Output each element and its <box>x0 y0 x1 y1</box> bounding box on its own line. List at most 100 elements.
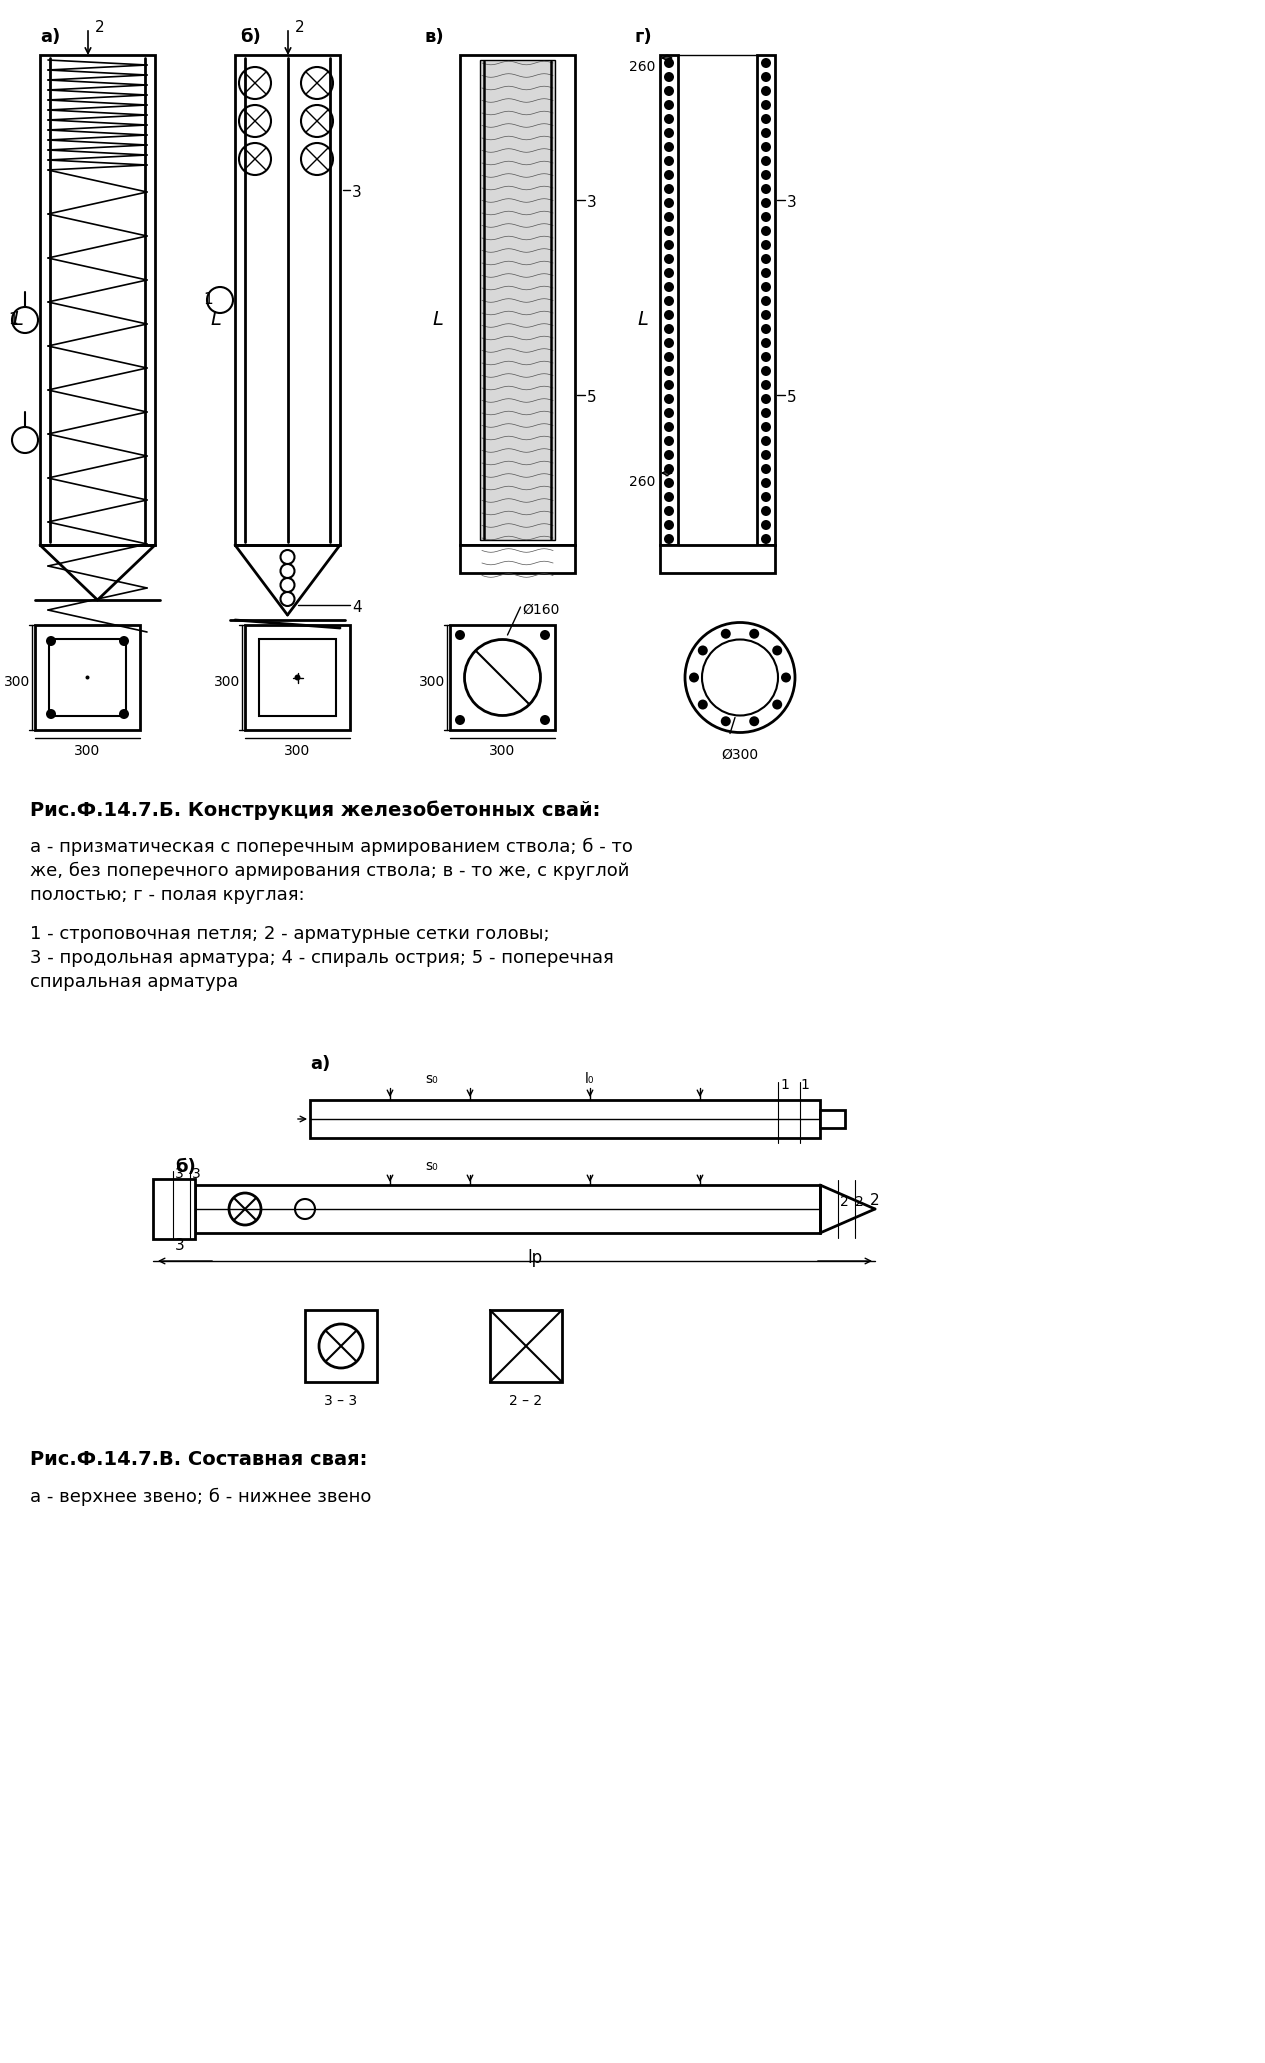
Text: 2: 2 <box>295 21 305 35</box>
Bar <box>490 1310 562 1382</box>
Text: 3: 3 <box>352 186 362 200</box>
Bar <box>305 1310 377 1382</box>
Circle shape <box>721 716 731 726</box>
Bar <box>195 1184 820 1234</box>
Text: а): а) <box>40 29 61 45</box>
Circle shape <box>664 380 674 390</box>
Circle shape <box>455 716 466 724</box>
Text: 300: 300 <box>214 675 240 689</box>
Circle shape <box>762 534 770 545</box>
Circle shape <box>762 198 770 208</box>
Text: 5: 5 <box>587 390 597 404</box>
Circle shape <box>762 408 770 419</box>
Circle shape <box>781 673 791 683</box>
Text: Рис.Ф.14.7.Б. Конструкция железобетонных свай:: Рис.Ф.14.7.Б. Конструкция железобетонных… <box>30 800 601 819</box>
Circle shape <box>664 435 674 446</box>
Circle shape <box>762 72 770 83</box>
Circle shape <box>762 423 770 431</box>
Text: 3: 3 <box>175 1238 185 1252</box>
Bar <box>479 60 555 541</box>
Circle shape <box>762 268 770 279</box>
Text: Ø300: Ø300 <box>721 747 759 761</box>
Circle shape <box>664 99 674 109</box>
Circle shape <box>721 629 731 640</box>
Circle shape <box>762 505 770 516</box>
Text: 4: 4 <box>352 600 362 615</box>
Circle shape <box>46 635 56 646</box>
Circle shape <box>762 394 770 404</box>
Circle shape <box>664 142 674 153</box>
Circle shape <box>664 353 674 361</box>
Text: 2: 2 <box>840 1194 849 1209</box>
Text: s₀: s₀ <box>425 1159 438 1174</box>
Circle shape <box>762 324 770 334</box>
Circle shape <box>664 505 674 516</box>
Circle shape <box>762 365 770 375</box>
Circle shape <box>762 549 770 557</box>
Circle shape <box>762 157 770 165</box>
Circle shape <box>664 227 674 235</box>
Circle shape <box>664 254 674 264</box>
Text: 2: 2 <box>870 1192 879 1209</box>
Circle shape <box>664 113 674 124</box>
Bar <box>660 56 678 545</box>
Circle shape <box>762 309 770 320</box>
Text: б): б) <box>175 1157 196 1176</box>
Circle shape <box>455 629 466 640</box>
Circle shape <box>664 157 674 165</box>
Bar <box>49 640 126 716</box>
Circle shape <box>698 646 708 656</box>
Bar <box>756 56 775 545</box>
Text: 1: 1 <box>8 312 18 328</box>
Circle shape <box>762 58 770 68</box>
Text: 3: 3 <box>192 1168 201 1180</box>
Bar <box>310 1100 820 1139</box>
Text: L: L <box>433 309 443 328</box>
Text: б): б) <box>240 29 261 45</box>
Circle shape <box>762 113 770 124</box>
Text: lр: lр <box>528 1248 543 1267</box>
Text: 1: 1 <box>202 293 213 307</box>
Text: 2 – 2: 2 – 2 <box>510 1395 543 1409</box>
Circle shape <box>664 283 674 293</box>
Bar <box>35 625 140 730</box>
Circle shape <box>664 464 674 474</box>
Text: 300: 300 <box>285 745 311 757</box>
Bar <box>450 625 555 730</box>
Circle shape <box>540 716 550 724</box>
Circle shape <box>772 646 782 656</box>
Text: 300: 300 <box>419 675 445 689</box>
Circle shape <box>664 212 674 223</box>
Circle shape <box>762 450 770 460</box>
Text: 2: 2 <box>95 21 105 35</box>
Bar <box>820 1110 845 1128</box>
Circle shape <box>762 491 770 501</box>
Text: Ø160: Ø160 <box>522 602 560 617</box>
Circle shape <box>762 353 770 361</box>
Circle shape <box>762 380 770 390</box>
Circle shape <box>664 534 674 545</box>
Circle shape <box>119 710 129 720</box>
Circle shape <box>698 699 708 710</box>
Circle shape <box>762 254 770 264</box>
Text: 3: 3 <box>787 196 797 210</box>
Circle shape <box>664 184 674 194</box>
Text: 1: 1 <box>781 1079 789 1091</box>
Text: s₀: s₀ <box>425 1073 438 1085</box>
Circle shape <box>762 464 770 474</box>
Bar <box>245 625 350 730</box>
Text: 300: 300 <box>490 745 516 757</box>
Text: 3 - продольная арматура; 4 - спираль острия; 5 - поперечная: 3 - продольная арматура; 4 - спираль ост… <box>30 949 614 968</box>
Circle shape <box>664 365 674 375</box>
Circle shape <box>119 635 129 646</box>
Bar <box>153 1178 195 1240</box>
Circle shape <box>664 491 674 501</box>
Text: 300: 300 <box>4 675 30 689</box>
Text: 1 - строповочная петля; 2 - арматурные сетки головы;: 1 - строповочная петля; 2 - арматурные с… <box>30 924 549 943</box>
Bar <box>40 56 156 545</box>
Circle shape <box>664 450 674 460</box>
Circle shape <box>762 520 770 530</box>
Circle shape <box>762 435 770 446</box>
Circle shape <box>762 99 770 109</box>
Circle shape <box>762 283 770 293</box>
